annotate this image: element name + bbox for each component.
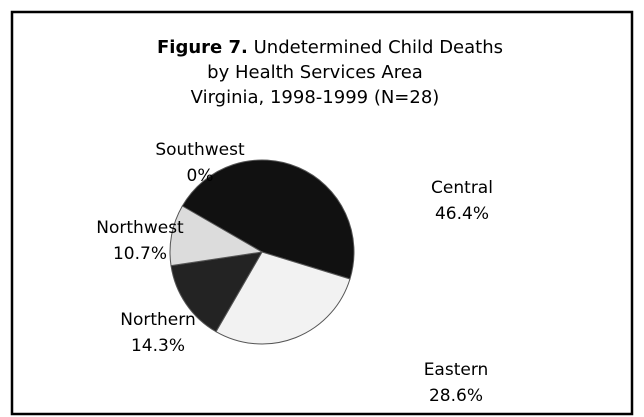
- pie-slice: [169, 205, 264, 267]
- value-label: 28.6%: [429, 386, 483, 406]
- value-label: 46.4%: [435, 204, 489, 224]
- slice-label: Southwest: [155, 140, 245, 160]
- frame: [10, 10, 634, 416]
- slice-label: Northern: [120, 310, 195, 330]
- value-label: 10.7%: [113, 244, 167, 264]
- value-label: 0%: [187, 166, 214, 186]
- pie-slice: [215, 251, 351, 345]
- title-line: Virginia, 1998-1999 (N=28): [191, 87, 440, 108]
- title-line: by Health Services Area: [207, 62, 423, 83]
- pie-slice: [170, 251, 263, 333]
- figure-label: Figure 7.: [157, 37, 248, 58]
- slice-label: Eastern: [424, 360, 489, 380]
- chart-title: Figure 7. Undetermined Child Deaths: [157, 37, 503, 58]
- slice-label: Northwest: [96, 218, 184, 238]
- title-line: Undetermined Child Deaths: [254, 37, 503, 58]
- value-label: 14.3%: [131, 336, 185, 356]
- pie-slice: [181, 159, 355, 280]
- slice-label: Central: [431, 178, 493, 198]
